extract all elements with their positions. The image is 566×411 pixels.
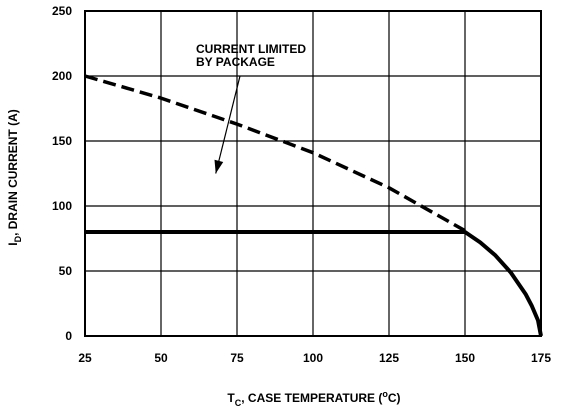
annotation-label: BY PACKAGE bbox=[196, 55, 275, 69]
y-tick-label: 250 bbox=[52, 4, 72, 18]
series-line-solid bbox=[85, 230, 543, 337]
y-axis-title: ID, DRAIN CURRENT (A) bbox=[6, 109, 23, 246]
annotation-label: CURRENT LIMITED bbox=[196, 42, 306, 56]
series-line-dashed bbox=[84, 74, 466, 233]
y-tick-label: 100 bbox=[52, 199, 72, 213]
x-tick-labels: 25 50 75 100 125 150 175 bbox=[78, 351, 551, 365]
x-tick-label: 125 bbox=[379, 351, 399, 365]
x-title-end: C) bbox=[388, 391, 401, 405]
grid bbox=[85, 11, 541, 336]
x-axis-title: TC, CASE TEMPERATURE (oC) bbox=[227, 389, 400, 408]
y-tick-label: 0 bbox=[65, 329, 72, 343]
x-tick-label: 50 bbox=[154, 351, 168, 365]
y-tick-label: 200 bbox=[52, 69, 72, 83]
annotation-arrow-head bbox=[214, 159, 224, 174]
y-tick-labels: 0 50 100 150 200 250 bbox=[52, 4, 72, 343]
x-title-sup: o bbox=[382, 389, 388, 399]
x-tick-label: 100 bbox=[303, 351, 323, 365]
x-tick-label: 25 bbox=[78, 351, 92, 365]
y-tick-label: 50 bbox=[59, 264, 73, 278]
y-tick-label: 150 bbox=[52, 134, 72, 148]
x-title-mid: , CASE TEMPERATURE ( bbox=[241, 391, 382, 405]
x-title-sub: C bbox=[235, 398, 242, 408]
x-tick-label: 150 bbox=[455, 351, 475, 365]
y-title-sub: D bbox=[13, 235, 23, 242]
plot-frame bbox=[84, 10, 542, 337]
y-title-main: I bbox=[6, 242, 20, 245]
y-title-rest: , DRAIN CURRENT (A) bbox=[6, 109, 20, 236]
series-layer bbox=[84, 74, 543, 337]
annotation-arrow-line bbox=[215, 75, 241, 174]
x-tick-label: 175 bbox=[531, 351, 551, 365]
x-tick-label: 75 bbox=[230, 351, 244, 365]
x-title-main: T bbox=[227, 391, 235, 405]
